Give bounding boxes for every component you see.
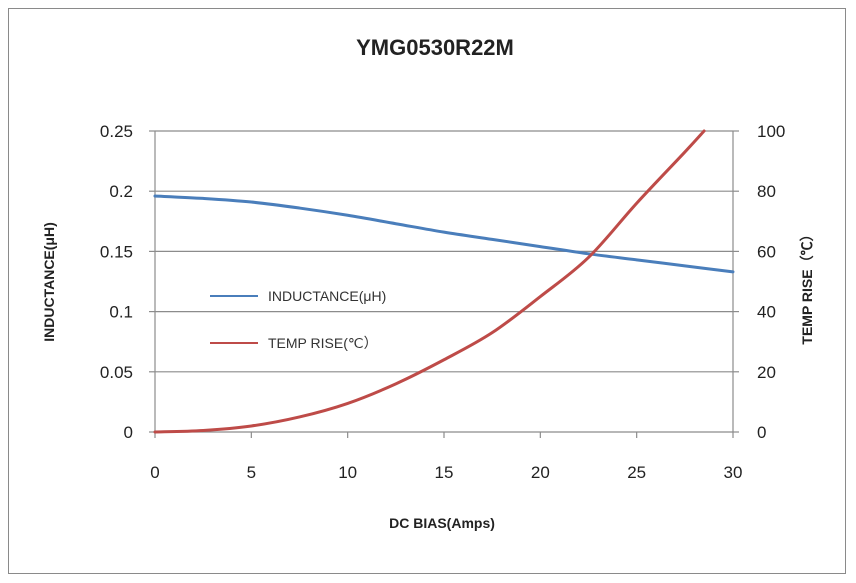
x-axis-title: DC BIAS(Amps): [389, 515, 495, 531]
series-line-temp-rise: [153, 129, 706, 434]
y-tick-label: 0.2: [109, 182, 133, 201]
x-tick-label: 0: [150, 463, 159, 482]
legend: INDUCTANCE(μH) TEMP RISE(℃）: [210, 288, 386, 351]
x-tick-labels: 0 5 10 15 20 25 30: [150, 463, 742, 482]
y2-tick-label: 0: [757, 423, 766, 442]
y-tick-label: 0.1: [109, 303, 133, 322]
x-tick-label: 20: [531, 463, 550, 482]
y-axis-title: INDUCTANCE(μH): [41, 222, 57, 342]
y2-tick-label: 40: [757, 303, 776, 322]
y2-tick-labels: 0 20 40 60 80 100: [757, 122, 785, 442]
x-tick-label: 5: [247, 463, 256, 482]
chart-frame: [8, 8, 846, 574]
legend-label-inductance: INDUCTANCE(μH): [268, 288, 386, 304]
y-tick-label: 0.25: [100, 122, 133, 141]
y2-tick-label: 60: [757, 242, 776, 261]
series-line-inductance: [153, 194, 735, 274]
y2-tick-label: 100: [757, 122, 785, 141]
y2-tick-label: 20: [757, 363, 776, 382]
x-tick-label: 30: [724, 463, 743, 482]
x-tick-label: 10: [338, 463, 357, 482]
y-tick-label: 0.05: [100, 363, 133, 382]
x-tick-label: 25: [627, 463, 646, 482]
y-tick-labels: 0 0.05 0.1 0.15 0.2 0.25: [100, 122, 133, 442]
y-tick-label: 0: [124, 423, 133, 442]
series-lines: [153, 129, 735, 434]
x-tick-label: 15: [435, 463, 454, 482]
y2-axis-title: TEMP RISE（℃）: [799, 227, 815, 344]
axes: [149, 130, 739, 438]
legend-label-temp-rise: TEMP RISE(℃）: [268, 335, 378, 351]
y-tick-label: 0.15: [100, 242, 133, 261]
y2-tick-label: 80: [757, 182, 776, 201]
chart-title: YMG0530R22M: [356, 35, 514, 60]
grid: [155, 130, 733, 433]
